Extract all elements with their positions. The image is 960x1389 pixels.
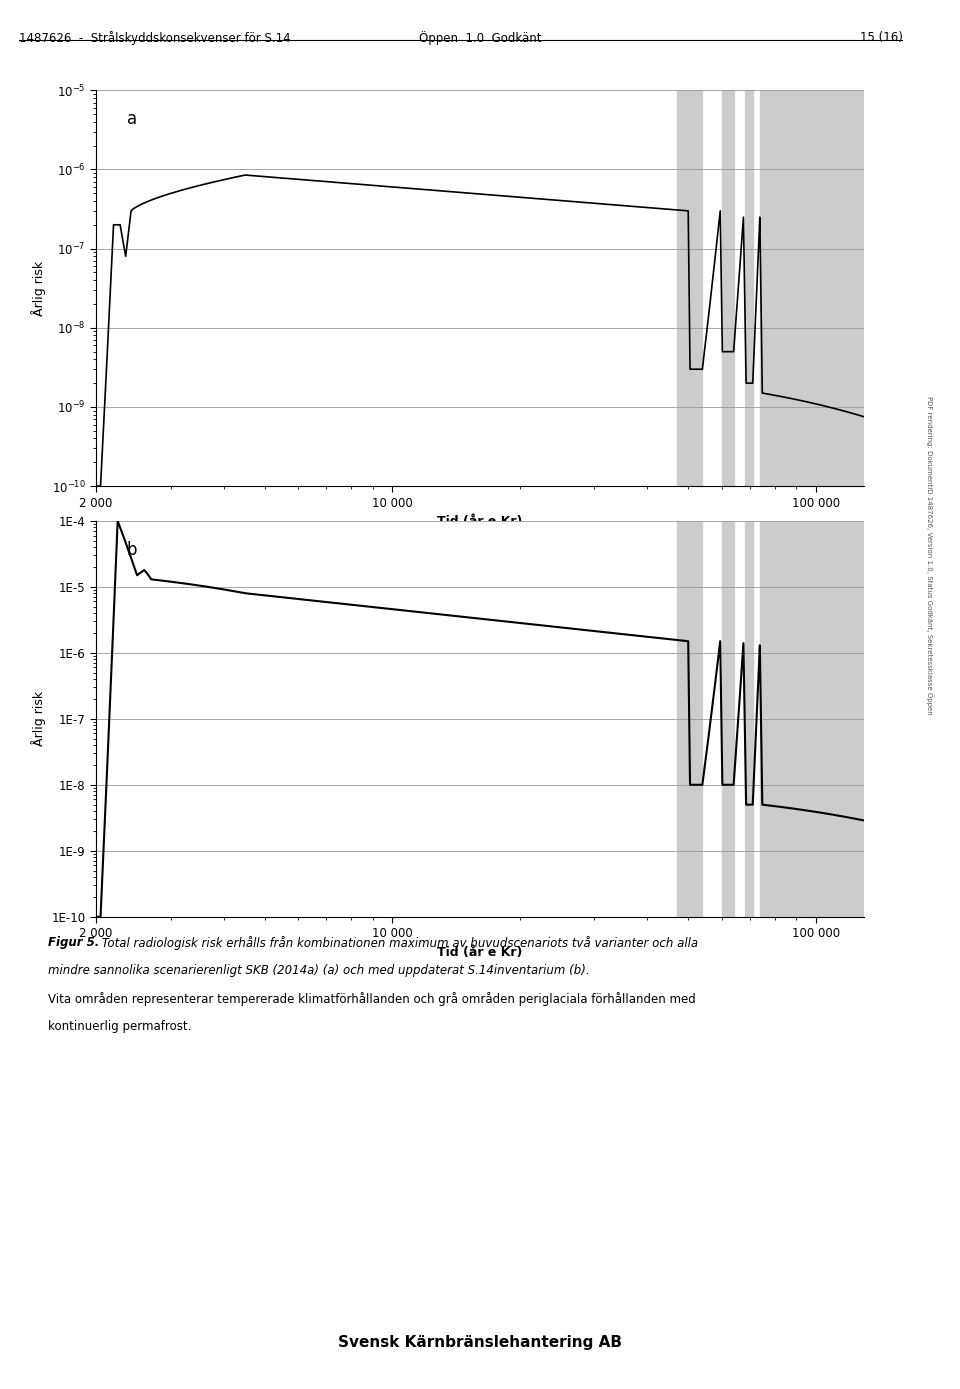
Text: kontinuerlig permafrost.: kontinuerlig permafrost. [48, 1020, 191, 1032]
X-axis label: Tid (år e Kr): Tid (år e Kr) [438, 515, 522, 528]
Text: Öppen  1.0  Godkänt: Öppen 1.0 Godkänt [419, 31, 541, 44]
Text: mindre sannolika scenarierenligt SKB (2014a) (a) och med uppdaterat S.14inventar: mindre sannolika scenarierenligt SKB (20… [48, 964, 589, 976]
Text: 15 (16): 15 (16) [859, 31, 902, 43]
Bar [677, 90, 703, 486]
Bar [745, 521, 753, 917]
Bar [722, 90, 733, 486]
Text: b: b [127, 540, 137, 558]
Text: 1487626  -  Strålskyddskonsekvenser för S.14: 1487626 - Strålskyddskonsekvenser för S.… [19, 31, 291, 44]
Bar [677, 521, 703, 917]
Bar [760, 90, 864, 486]
Y-axis label: Årlig risk: Årlig risk [31, 692, 46, 746]
Text: Figur 5.: Figur 5. [48, 936, 99, 949]
Y-axis label: Årlig risk: Årlig risk [32, 261, 46, 315]
Bar [722, 521, 733, 917]
Text: a: a [127, 110, 137, 128]
Text: Total radiologisk risk erhålls från kombinationen maximum av huvudscenariots två: Total radiologisk risk erhålls från komb… [98, 936, 698, 950]
Text: Vita områden representerar tempererade klimatförhållanden och grå områden perigl: Vita områden representerar tempererade k… [48, 992, 696, 1006]
Text: Svensk Kärnbränslehantering AB: Svensk Kärnbränslehantering AB [338, 1335, 622, 1350]
X-axis label: Tid (år e Kr): Tid (år e Kr) [438, 946, 522, 958]
Bar [760, 521, 864, 917]
Text: PDF rendering: DokumentID 1487626, Version 1.0, Status Godkänt, Sekretessklasse : PDF rendering: DokumentID 1487626, Versi… [926, 396, 934, 715]
Bar [745, 90, 753, 486]
